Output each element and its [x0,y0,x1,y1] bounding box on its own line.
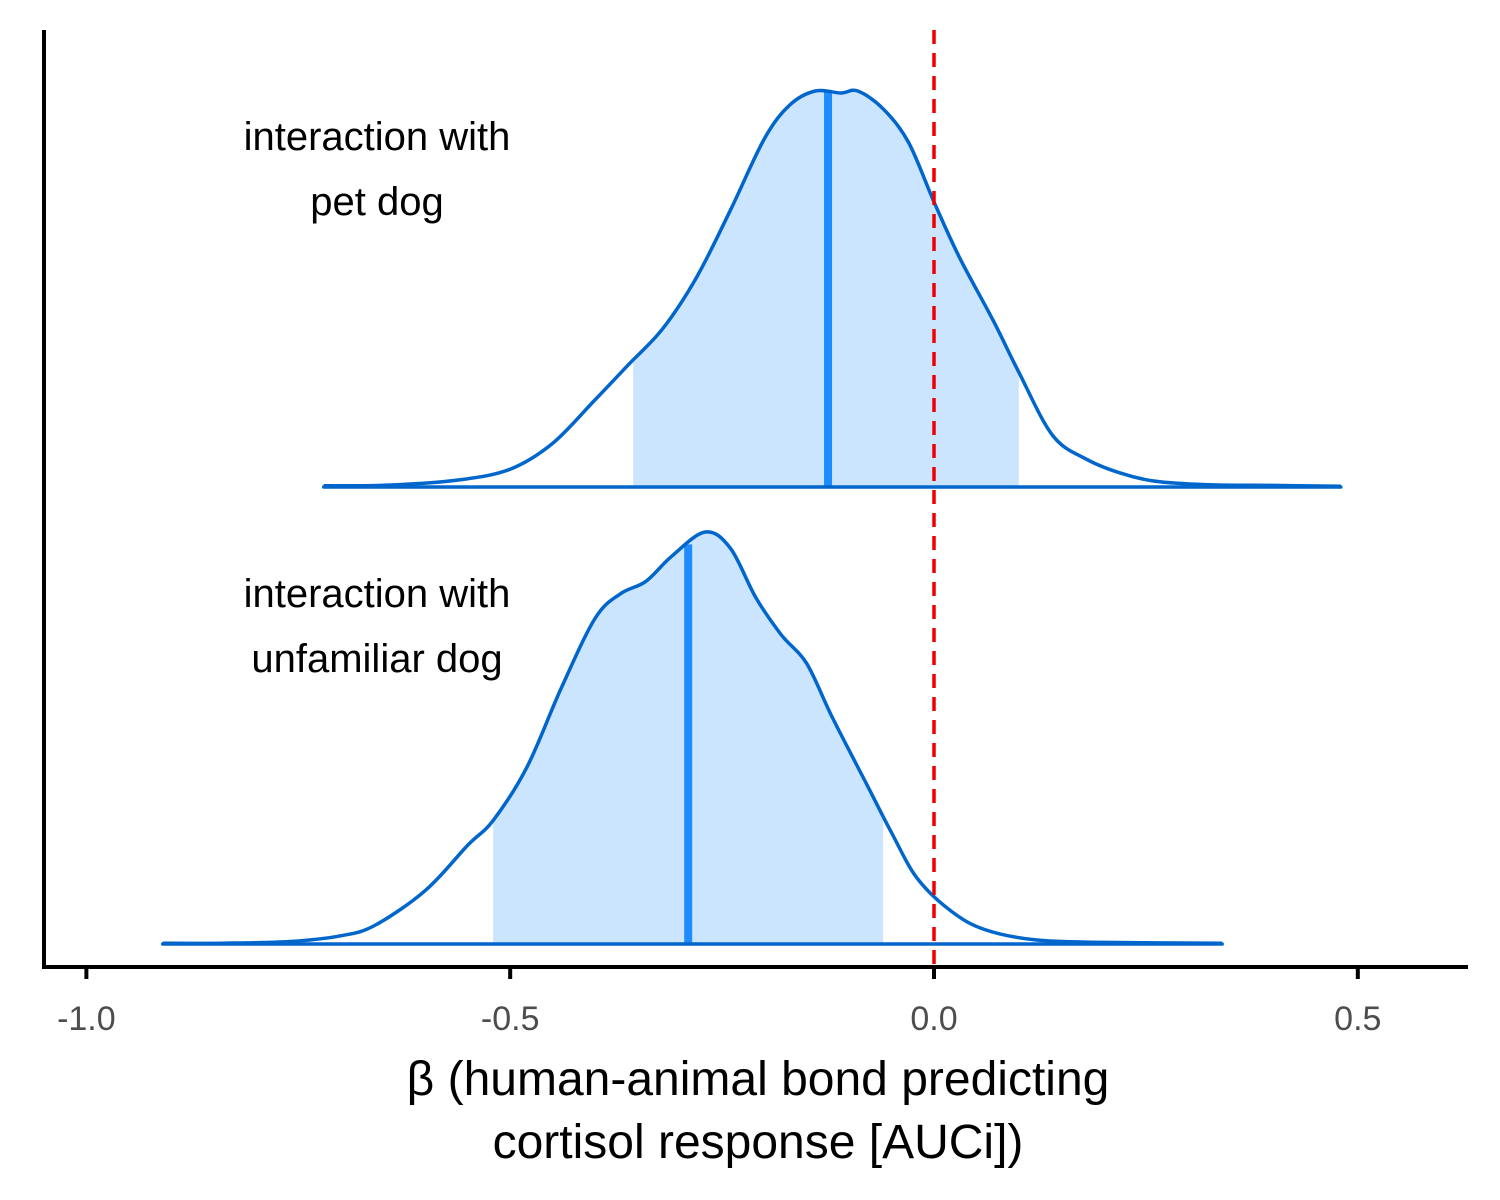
x-axis-ticks: -1.0 -0.5 0.0 0.5 [57,967,1381,1038]
row-label-1-line-2: pet dog [310,180,443,224]
x-tick-label: -1.0 [57,1000,116,1038]
row-labels: interaction with pet dog interaction with u… [244,115,511,681]
row-label-2-line-1: interaction with [244,572,511,616]
x-tick-label: 0.0 [910,1000,957,1038]
row-label-2-line-2: unfamiliar dog [251,637,502,681]
row-label-1-line-1: interaction with [244,115,511,159]
ridge-1 [321,88,1343,489]
x-tick-label: 0.5 [1334,1000,1381,1038]
density-outline [162,530,1223,946]
density-outline [323,88,1341,488]
ridge-2 [160,530,1224,946]
x-axis-title-line-2: cortisol response [AUCi]) [493,1116,1024,1169]
x-axis-title-line-1: β (human-animal bond predicting [407,1053,1110,1106]
x-tick-label: -0.5 [481,1000,540,1038]
density-ridges [160,88,1343,946]
